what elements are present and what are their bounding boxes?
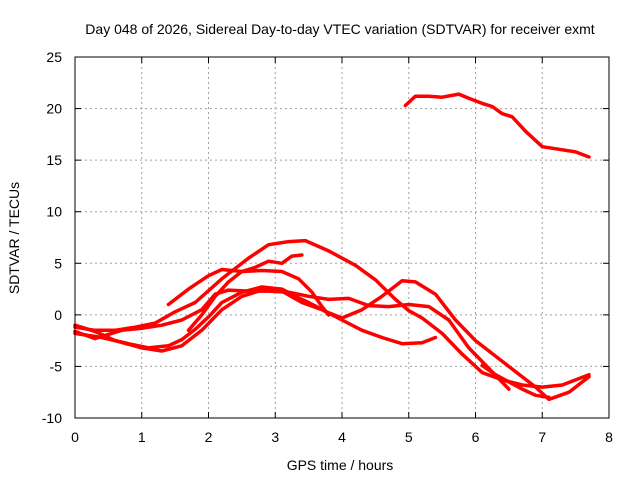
x-tick-label: 5: [405, 429, 413, 445]
x-tick-label: 0: [71, 429, 79, 445]
y-tick-label: 25: [46, 49, 62, 65]
x-tick-label: 4: [338, 429, 346, 445]
x-tick-label: 3: [271, 429, 279, 445]
x-tick-label: 8: [605, 429, 613, 445]
series-line-4: [73, 288, 511, 391]
data-series: [73, 92, 591, 402]
series-line-5: [73, 288, 438, 353]
y-tick-label: 0: [54, 307, 62, 323]
series-line-6: [166, 267, 331, 317]
y-tick-label: 20: [46, 101, 62, 117]
series-line-7: [186, 253, 304, 333]
axis-ticks: 0 1 2 3 4 5 6 7 8 -10 -5 0 5 10 15 20 25: [42, 49, 613, 445]
y-axis-label: SDTVAR / TECUs: [6, 182, 22, 294]
series-line-1: [403, 92, 591, 159]
chart-title: Day 048 of 2026, Sidereal Day-to-day VTE…: [85, 21, 594, 37]
grid: [75, 57, 609, 418]
x-tick-label: 6: [472, 429, 480, 445]
x-tick-label: 7: [538, 429, 546, 445]
x-tick-label: 2: [205, 429, 213, 445]
y-tick-label: 10: [46, 204, 62, 220]
series-line-8: [480, 363, 551, 400]
y-tick-label: -10: [42, 410, 62, 426]
y-tick-label: 15: [46, 152, 62, 168]
x-tick-label: 1: [138, 429, 146, 445]
y-tick-label: 5: [54, 255, 62, 271]
x-axis-label: GPS time / hours: [287, 457, 394, 473]
y-tick-label: -5: [50, 358, 63, 374]
